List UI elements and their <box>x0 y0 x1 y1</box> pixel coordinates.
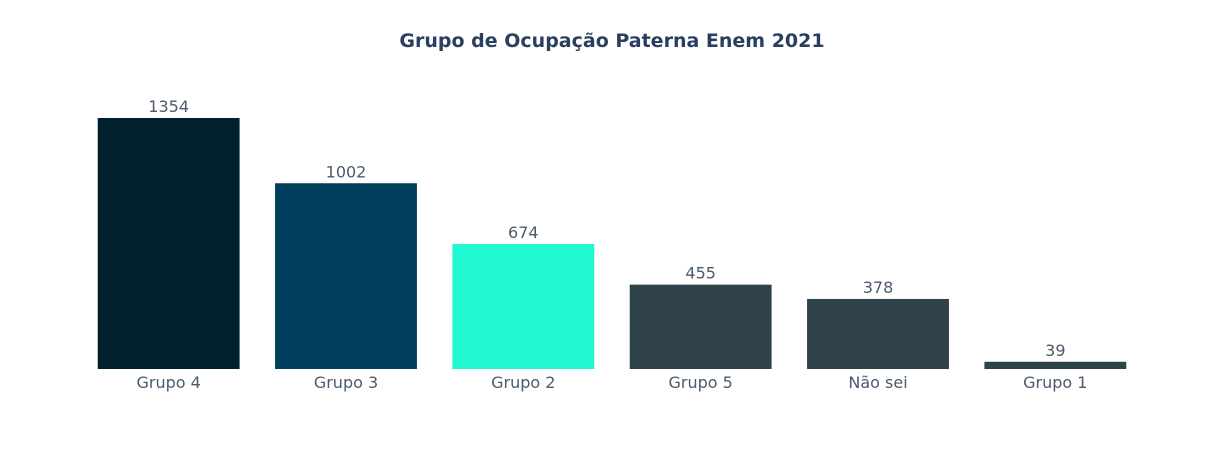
bars-group <box>97 118 1127 369</box>
bar-value-label: 1354 <box>148 97 189 116</box>
x-tick-label: Grupo 1 <box>1023 373 1087 392</box>
value-labels-group: 1354 1002 674 455 378 39 <box>148 97 1065 360</box>
chart-title: Grupo de Ocupação Paterna Enem 2021 <box>399 30 825 52</box>
bar-grupo-3 <box>275 183 417 369</box>
bar-grupo-4 <box>97 118 240 369</box>
x-tick-label: Grupo 5 <box>669 373 733 392</box>
bar-n-o-sei <box>807 298 949 369</box>
bar-value-label: 39 <box>1045 341 1065 360</box>
bar-value-label: 674 <box>508 223 539 242</box>
bar-grupo-2 <box>452 244 595 369</box>
x-tick-label: Grupo 3 <box>314 373 378 392</box>
bar-grupo-1 <box>984 361 1127 369</box>
bar-value-label: 455 <box>685 264 716 283</box>
bar-grupo-5 <box>629 284 772 369</box>
x-tick-label: Grupo 4 <box>137 373 201 392</box>
bar-value-label: 378 <box>863 278 894 297</box>
x-tick-label: Não sei <box>848 373 907 392</box>
x-tick-labels-group: Grupo 4 Grupo 3 Grupo 2 Grupo 5 Não sei Grupo… <box>137 373 1088 392</box>
bar-value-label: 1002 <box>326 162 367 181</box>
x-tick-label: Grupo 2 <box>491 373 555 392</box>
